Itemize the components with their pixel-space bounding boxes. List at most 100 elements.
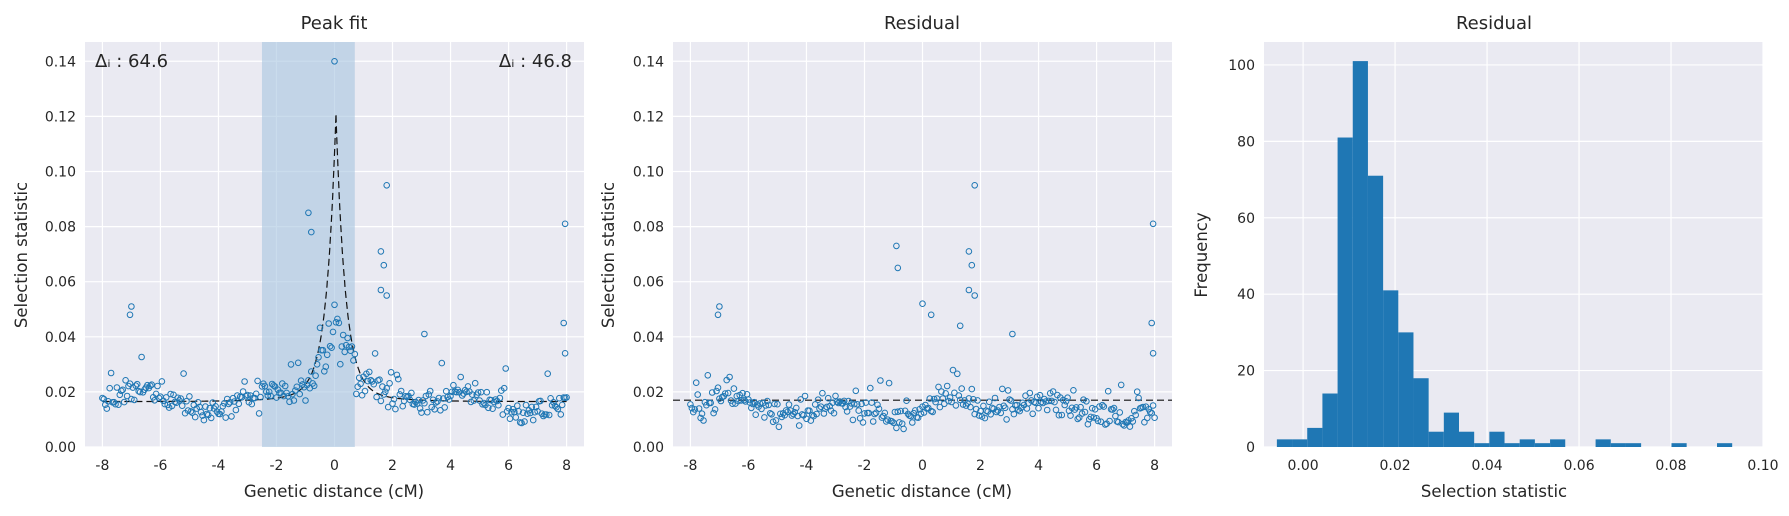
data-point xyxy=(868,399,876,406)
x-tick-label: 4 xyxy=(1034,458,1043,474)
data-point xyxy=(871,410,878,418)
data-point xyxy=(554,405,562,413)
data-point xyxy=(550,399,557,406)
data-point xyxy=(793,404,800,412)
histogram-bar xyxy=(1625,443,1642,447)
data-point xyxy=(561,350,569,357)
data-point xyxy=(553,404,560,411)
data-point xyxy=(255,410,263,417)
data-point xyxy=(106,384,113,392)
data-point xyxy=(485,404,492,412)
data-point xyxy=(292,387,299,394)
residual-scatter-title: Residual xyxy=(884,13,960,34)
data-point xyxy=(749,400,757,408)
histogram-bar xyxy=(1459,431,1475,447)
data-point xyxy=(739,389,746,397)
data-point xyxy=(112,400,119,408)
data-point xyxy=(379,383,386,390)
data-point xyxy=(1070,387,1077,394)
data-point xyxy=(515,408,523,415)
data-point xyxy=(980,402,987,410)
y-tick-label: 0.04 xyxy=(633,330,664,346)
data-point xyxy=(861,410,868,417)
data-point xyxy=(316,324,324,332)
data-point xyxy=(162,394,170,401)
data-point xyxy=(946,394,954,401)
data-point xyxy=(884,416,892,424)
data-point xyxy=(457,373,465,381)
histogram-bar xyxy=(1307,427,1323,447)
data-point xyxy=(321,368,328,375)
data-point xyxy=(814,396,822,404)
data-point xyxy=(200,416,208,424)
histogram-bar xyxy=(1337,137,1353,447)
data-point xyxy=(1117,381,1125,389)
x-tick-label: -8 xyxy=(683,458,697,474)
data-point xyxy=(777,410,784,418)
residual-histogram-panel: Residual Selection statistic Frequency 0… xyxy=(1192,13,1779,501)
data-point xyxy=(244,391,251,399)
data-point xyxy=(881,409,889,417)
data-point xyxy=(687,401,694,408)
data-point xyxy=(748,404,755,412)
data-point xyxy=(991,394,999,402)
data-point xyxy=(942,390,950,397)
data-point xyxy=(782,407,790,414)
data-point xyxy=(1029,410,1036,418)
data-point xyxy=(823,403,831,411)
data-point xyxy=(894,264,902,272)
data-point xyxy=(563,394,570,401)
data-point xyxy=(1088,404,1096,412)
data-point xyxy=(334,315,341,323)
data-point xyxy=(1135,394,1142,402)
data-point xyxy=(118,387,125,395)
data-point xyxy=(707,399,715,407)
histogram-bar xyxy=(1367,175,1384,447)
data-point xyxy=(1116,409,1124,416)
data-point xyxy=(197,408,205,416)
histogram-bar xyxy=(1443,412,1460,447)
data-point xyxy=(926,395,934,402)
data-point xyxy=(115,401,122,409)
data-point xyxy=(971,182,979,189)
data-point xyxy=(382,388,389,396)
data-point xyxy=(344,334,351,342)
data-point xyxy=(833,398,841,406)
data-point xyxy=(772,417,780,424)
data-point xyxy=(819,389,826,397)
data-point xyxy=(1090,414,1097,421)
data-point xyxy=(803,415,810,423)
data-point xyxy=(1148,319,1155,327)
data-point xyxy=(389,400,396,407)
data-point xyxy=(103,405,111,412)
data-point xyxy=(438,359,446,367)
peak-fit-x-axis-label: Genetic distance (cM) xyxy=(244,482,424,501)
data-point xyxy=(762,402,770,409)
data-point xyxy=(729,400,736,408)
data-point xyxy=(294,359,302,367)
histogram-bar xyxy=(1474,443,1490,447)
data-point xyxy=(965,248,973,255)
data-point xyxy=(1106,417,1113,425)
data-point xyxy=(1133,388,1141,396)
data-point xyxy=(880,412,887,420)
data-point xyxy=(305,209,312,217)
data-point xyxy=(955,392,963,399)
y-tick-label: 20 xyxy=(1237,364,1255,380)
data-point xyxy=(1051,398,1058,406)
histogram-bar xyxy=(1519,439,1535,447)
data-point xyxy=(325,320,333,327)
data-point xyxy=(993,408,1000,416)
x-tick-label: -2 xyxy=(857,458,871,474)
data-point xyxy=(499,411,507,418)
data-point xyxy=(952,402,960,409)
data-point xyxy=(480,399,488,407)
data-point xyxy=(1006,396,1013,403)
data-point xyxy=(710,409,717,417)
data-point xyxy=(700,417,707,424)
data-point xyxy=(852,387,860,395)
data-point xyxy=(1104,387,1112,395)
data-point xyxy=(717,397,725,405)
data-point xyxy=(186,393,193,400)
data-point xyxy=(123,392,131,400)
